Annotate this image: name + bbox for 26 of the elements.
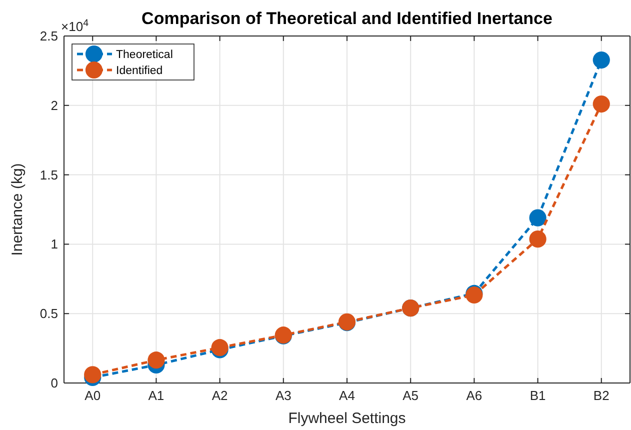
x-tick-label: B2 bbox=[593, 388, 610, 403]
y-axis-title: Inertance (kg) bbox=[9, 163, 26, 256]
x-axis-title: Flywheel Settings bbox=[288, 410, 406, 427]
x-tick-label: A6 bbox=[466, 388, 482, 403]
x-tick-label: A1 bbox=[148, 388, 164, 403]
x-tick-label: A2 bbox=[212, 388, 228, 403]
x-tick-label: A4 bbox=[339, 388, 355, 403]
x-tick-label: A0 bbox=[84, 388, 101, 403]
y-tick-label: 1 bbox=[50, 236, 58, 252]
point bbox=[592, 51, 610, 69]
chart-title: Comparison of Theoretical and Identified Inertance bbox=[142, 9, 552, 28]
point bbox=[529, 209, 546, 226]
y-tick-label: 2 bbox=[50, 98, 58, 113]
x-tick-label: A3 bbox=[275, 388, 292, 403]
text: ×10$^{4}$ bbox=[61, 18, 90, 34]
y-tick-label: 1.5 bbox=[40, 167, 58, 182]
y-tick-label: 0.5 bbox=[40, 306, 58, 322]
point bbox=[592, 95, 610, 113]
y-tick-label: 2.5 bbox=[40, 28, 58, 44]
y-tick-label: 0 bbox=[50, 376, 58, 390]
x-tick-label: A5 bbox=[402, 388, 419, 403]
legend-label: Theoretical bbox=[116, 49, 173, 61]
legend-label: Identified bbox=[116, 65, 163, 77]
x-tick-label: B1 bbox=[530, 388, 546, 403]
point bbox=[529, 230, 546, 248]
point bbox=[148, 352, 165, 369]
